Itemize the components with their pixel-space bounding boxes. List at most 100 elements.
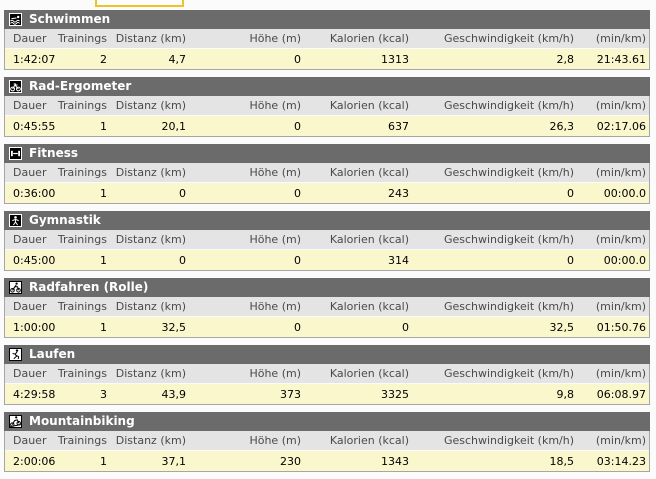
col-header-distanz: Distanz (km) xyxy=(111,431,190,451)
col-header-trainings: Trainings xyxy=(51,29,111,49)
cell-minkm: 02:17.06 xyxy=(578,115,649,136)
cell-dauer: 2:00:06 xyxy=(5,450,55,471)
col-header-dauer: Dauer xyxy=(5,29,51,49)
col-header-trainings: Trainings xyxy=(51,431,111,451)
cell-dauer: 0:45:55 xyxy=(5,115,55,136)
cell-minkm: 01:50.76 xyxy=(578,316,649,337)
cell-distanz: 37,1 xyxy=(111,450,190,471)
cell-geschwindigkeit: 0 xyxy=(413,249,578,270)
cell-dauer: 4:29:58 xyxy=(5,383,55,404)
section-title: Schwimmen xyxy=(29,12,111,26)
section-title: Gymnastik xyxy=(29,213,101,227)
column-header-row: Dauer Trainings Distanz (km) Höhe (m) Ka… xyxy=(5,431,649,451)
col-header-dauer: Dauer xyxy=(5,96,51,116)
cell-minkm: 21:43.61 xyxy=(578,48,649,69)
cell-trainings: 1 xyxy=(51,115,111,136)
cell-geschwindigkeit: 0 xyxy=(413,182,578,203)
cell-distanz: 32,5 xyxy=(111,316,190,337)
cell-dauer: 0:36:00 xyxy=(5,182,55,203)
cell-trainings: 1 xyxy=(51,182,111,203)
cell-trainings: 1 xyxy=(51,450,111,471)
col-header-dauer: Dauer xyxy=(5,163,51,183)
cell-hoehe: 0 xyxy=(190,249,305,270)
section-header-fitness[interactable]: Fitness xyxy=(4,144,650,163)
cell-geschwindigkeit: 26,3 xyxy=(413,115,578,136)
top-partial-button[interactable] xyxy=(95,0,184,7)
cell-hoehe: 0 xyxy=(190,182,305,203)
col-header-geschwindigkeit: Geschwindigkeit (km/h) xyxy=(413,364,578,384)
stats-table-gymnastik: Dauer Trainings Distanz (km) Höhe (m) Ka… xyxy=(5,230,649,270)
col-header-minkm: (min/km) xyxy=(578,431,649,451)
col-header-distanz: Distanz (km) xyxy=(111,230,190,250)
cell-distanz: 0 xyxy=(111,249,190,270)
cell-trainings: 2 xyxy=(51,48,111,69)
cell-trainings: 3 xyxy=(51,383,111,404)
section-radfahren-rolle: Radfahren (Rolle) Dauer Trainings Distan… xyxy=(4,278,650,338)
cell-distanz: 4,7 xyxy=(111,48,190,69)
mountainbike-icon xyxy=(9,415,22,428)
stats-table-laufen: Dauer Trainings Distanz (km) Höhe (m) Ka… xyxy=(5,364,649,404)
section-header-laufen[interactable]: Laufen xyxy=(4,345,650,364)
cell-distanz: 0 xyxy=(111,182,190,203)
col-header-distanz: Distanz (km) xyxy=(111,364,190,384)
column-header-row: Dauer Trainings Distanz (km) Höhe (m) Ka… xyxy=(5,96,649,116)
col-header-minkm: (min/km) xyxy=(578,230,649,250)
col-header-geschwindigkeit: Geschwindigkeit (km/h) xyxy=(413,96,578,116)
col-header-hoehe: Höhe (m) xyxy=(190,96,305,116)
table-row: 0:45:00 1 0 0 314 0 00:00.0 xyxy=(5,249,649,270)
cell-minkm: 00:00.0 xyxy=(578,249,649,270)
col-header-distanz: Distanz (km) xyxy=(111,163,190,183)
col-header-kalorien: Kalorien (kcal) xyxy=(305,163,413,183)
section-title: Radfahren (Rolle) xyxy=(29,280,149,294)
col-header-distanz: Distanz (km) xyxy=(111,96,190,116)
section-header-mountainbiking[interactable]: Mountainbiking xyxy=(4,412,650,431)
col-header-kalorien: Kalorien (kcal) xyxy=(305,230,413,250)
cell-dauer: 0:45:00 xyxy=(5,249,55,270)
section-fitness: Fitness Dauer Trainings Distanz (km) Höh… xyxy=(4,144,650,204)
cell-geschwindigkeit: 9,8 xyxy=(413,383,578,404)
col-header-trainings: Trainings xyxy=(51,96,111,116)
cell-hoehe: 0 xyxy=(190,48,305,69)
ergometer-bike-icon xyxy=(9,80,22,93)
section-title: Fitness xyxy=(29,146,79,160)
cell-kalorien: 0 xyxy=(305,316,413,337)
cell-distanz: 43,9 xyxy=(111,383,190,404)
stats-table-radfahren-rolle: Dauer Trainings Distanz (km) Höhe (m) Ka… xyxy=(5,297,649,337)
swimmer-icon xyxy=(9,13,22,26)
stats-table-fitness: Dauer Trainings Distanz (km) Höhe (m) Ka… xyxy=(5,163,649,203)
col-header-minkm: (min/km) xyxy=(578,364,649,384)
col-header-dauer: Dauer xyxy=(5,431,51,451)
column-header-row: Dauer Trainings Distanz (km) Höhe (m) Ka… xyxy=(5,230,649,250)
section-schwimmen: Schwimmen Dauer Trainings Distanz (km) H… xyxy=(4,10,650,70)
section-laufen: Laufen Dauer Trainings Distanz (km) Höhe… xyxy=(4,345,650,405)
section-header-schwimmen[interactable]: Schwimmen xyxy=(4,10,650,29)
stats-table-mountainbiking: Dauer Trainings Distanz (km) Höhe (m) Ka… xyxy=(5,431,649,471)
col-header-trainings: Trainings xyxy=(51,163,111,183)
col-header-geschwindigkeit: Geschwindigkeit (km/h) xyxy=(413,230,578,250)
column-header-row: Dauer Trainings Distanz (km) Höhe (m) Ka… xyxy=(5,364,649,384)
runner-icon xyxy=(9,348,22,361)
stats-table-schwimmen: Dauer Trainings Distanz (km) Höhe (m) Ka… xyxy=(5,29,649,69)
col-header-kalorien: Kalorien (kcal) xyxy=(305,364,413,384)
section-title: Mountainbiking xyxy=(29,414,135,428)
col-header-geschwindigkeit: Geschwindigkeit (km/h) xyxy=(413,431,578,451)
col-header-dauer: Dauer xyxy=(5,297,51,317)
cell-trainings: 1 xyxy=(51,249,111,270)
cell-hoehe: 373 xyxy=(190,383,305,404)
training-summary: Schwimmen Dauer Trainings Distanz (km) H… xyxy=(4,10,650,479)
section-header-radfahren-rolle[interactable]: Radfahren (Rolle) xyxy=(4,278,650,297)
section-header-rad-ergometer[interactable]: Rad-Ergometer xyxy=(4,77,650,96)
cell-kalorien: 1313 xyxy=(305,48,413,69)
section-rad-ergometer: Rad-Ergometer Dauer Trainings Distanz (k… xyxy=(4,77,650,137)
roller-cycling-icon xyxy=(9,281,22,294)
section-header-gymnastik[interactable]: Gymnastik xyxy=(4,211,650,230)
table-row: 1:00:00 1 32,5 0 0 32,5 01:50.76 xyxy=(5,316,649,337)
cell-hoehe: 0 xyxy=(190,316,305,337)
cell-kalorien: 637 xyxy=(305,115,413,136)
col-header-hoehe: Höhe (m) xyxy=(190,431,305,451)
col-header-kalorien: Kalorien (kcal) xyxy=(305,29,413,49)
col-header-minkm: (min/km) xyxy=(578,96,649,116)
section-mountainbiking: Mountainbiking Dauer Trainings Distanz (… xyxy=(4,412,650,472)
col-header-distanz: Distanz (km) xyxy=(111,29,190,49)
cell-geschwindigkeit: 32,5 xyxy=(413,316,578,337)
